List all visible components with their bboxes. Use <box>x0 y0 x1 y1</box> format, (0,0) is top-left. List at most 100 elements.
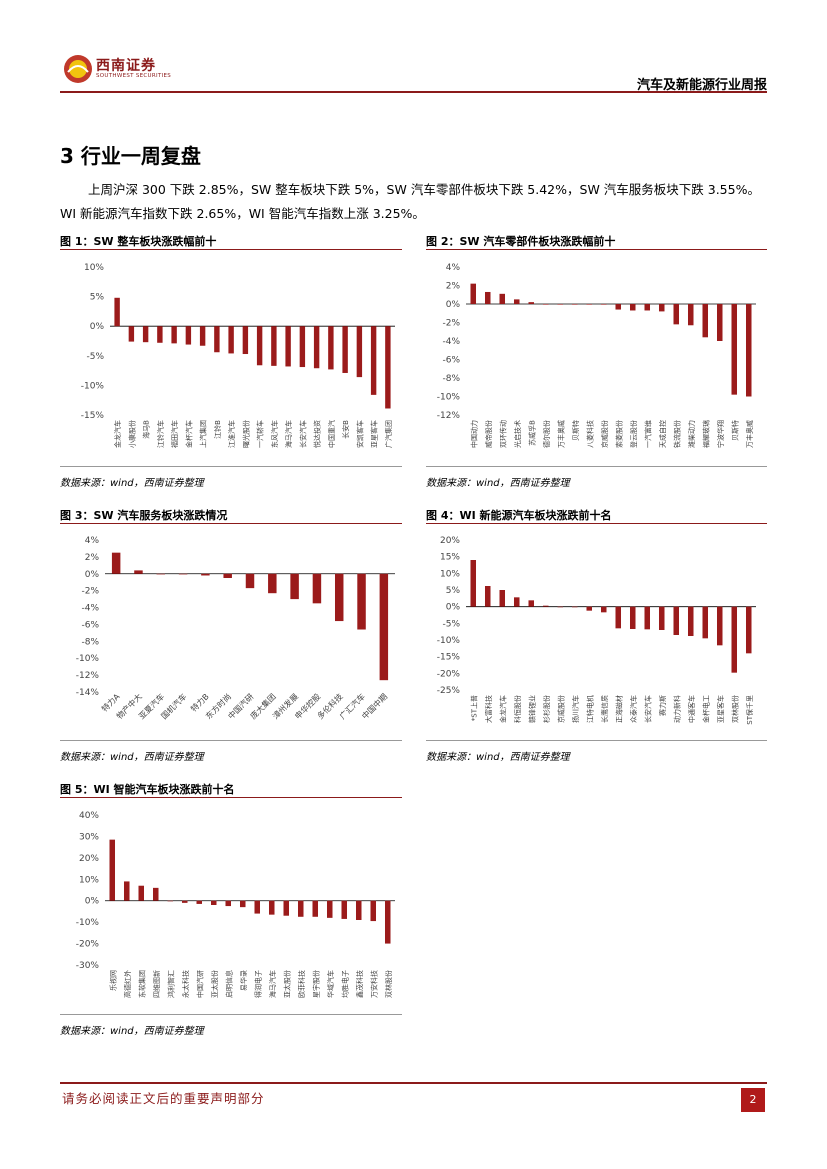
bar <box>157 326 163 343</box>
bar <box>341 900 348 919</box>
bar <box>385 326 391 409</box>
category-label: 长安汽车 <box>643 695 652 723</box>
category-label: 双环传动 <box>498 420 507 448</box>
company-logo <box>64 55 92 83</box>
figure-2-bottom-rule <box>426 466 767 467</box>
bar <box>484 586 491 607</box>
figure-5-source: 数据来源：wind，西南证券整理 <box>60 1026 204 1037</box>
category-label: 亚星客车 <box>716 695 725 723</box>
category-label: 星宇股份 <box>311 970 320 998</box>
category-label: 曙光股份 <box>241 420 250 448</box>
category-label: 鸿利智汇 <box>166 970 175 998</box>
category-label: 东软集团 <box>137 970 146 998</box>
bar <box>256 326 263 366</box>
category-label: 万丰奥威 <box>556 420 565 448</box>
chart-4-svg: 20% 15% 10% 5% 0% -5% -10% -15% -20% -25% *ST上普 大富科… <box>437 536 756 725</box>
figure-5-title: 图 5：WI 智能汽车板块涨跌前十名 <box>60 783 235 796</box>
figure-2-rule <box>426 249 767 250</box>
bar <box>658 304 665 312</box>
category-label: 中国汽研 <box>195 970 204 998</box>
bar <box>299 326 306 368</box>
bar <box>673 606 680 635</box>
y-tick-label: -10% <box>437 636 461 646</box>
bar <box>268 573 277 594</box>
y-tick-label: -5% <box>442 619 460 629</box>
category-label: 宁波华翔 <box>716 420 725 448</box>
category-label: 广汽集团 <box>384 420 393 448</box>
y-tick-label: 5% <box>90 293 105 303</box>
category-label: 江特电机 <box>585 695 594 723</box>
bar <box>239 900 246 908</box>
bar <box>731 304 738 395</box>
bar <box>731 606 738 673</box>
figure-2-source: 数据来源：wind，西南证券整理 <box>426 478 570 489</box>
bar <box>528 302 535 304</box>
category-label: 江淮汽车 <box>227 420 236 448</box>
figure-5-bottom-rule <box>60 1014 402 1015</box>
category-label: 一汽富维 <box>643 420 652 448</box>
y-tick-label: 40% <box>79 811 99 821</box>
bar <box>114 297 120 327</box>
bar <box>201 573 210 576</box>
category-label: 上汽集团 <box>199 420 208 448</box>
y-tick-label: -15% <box>81 411 105 421</box>
bar <box>615 304 622 310</box>
bar <box>600 304 607 305</box>
category-label: 金龙汽车 <box>113 420 122 448</box>
figure-1-source: 数据来源：wind，西南证券整理 <box>60 478 204 489</box>
figure-4-rule <box>426 523 767 524</box>
y-tick-label: -12% <box>437 411 461 421</box>
y-tick-label: -20% <box>437 669 461 679</box>
bar <box>326 900 333 918</box>
figure-5-rule <box>60 797 402 798</box>
bar <box>687 606 694 636</box>
bar <box>702 606 709 639</box>
category-label: 贝斯特 <box>730 420 739 441</box>
bar <box>673 304 680 325</box>
bar <box>283 900 290 916</box>
bar <box>245 573 255 589</box>
category-label: 正海磁材 <box>614 695 623 723</box>
y-tick-label: 5% <box>446 586 461 596</box>
bar <box>210 900 217 905</box>
category-label: 江铃B <box>213 420 222 439</box>
category-label: 京威股份 <box>556 695 565 723</box>
bar <box>586 304 593 305</box>
category-label: 亚太股份 <box>282 970 291 998</box>
bar <box>328 326 334 370</box>
bar <box>156 573 166 575</box>
y-tick-label: -10% <box>437 393 461 403</box>
category-label: 中通客车 <box>687 695 696 723</box>
bar <box>644 304 651 311</box>
y-tick-label: 0% <box>90 322 105 332</box>
bar <box>644 606 651 630</box>
category-label: 扬川汽车 <box>571 695 580 723</box>
y-tick-label: 10% <box>440 569 460 579</box>
category-label: *ST上普 <box>469 695 478 721</box>
category-label: 京威股份 <box>600 420 609 448</box>
bar <box>542 304 549 305</box>
figure-1-bottom-rule <box>60 466 402 467</box>
y-tick-label: -30% <box>76 961 100 971</box>
y-tick-label: -2% <box>81 587 99 597</box>
bar <box>181 900 188 903</box>
category-label: 万安科技 <box>369 970 378 998</box>
category-label: 赣锋锂业 <box>527 695 536 723</box>
bar <box>716 606 723 646</box>
bar <box>356 326 363 378</box>
category-label: 华域汽车 <box>326 970 335 998</box>
figure-1-rule <box>60 249 402 250</box>
y-tick-label: 0% <box>446 603 461 613</box>
bar <box>484 291 491 304</box>
y-tick-label: -4% <box>81 604 99 614</box>
bar <box>134 570 143 574</box>
figure-3-title: 图 3：SW 汽车服务板块涨跌情况 <box>60 509 228 522</box>
y-tick-label: 20% <box>79 854 99 864</box>
bar <box>586 606 593 611</box>
category-label: 中国动力 <box>469 420 478 448</box>
bar <box>254 900 261 914</box>
category-label: 八菱科技 <box>585 420 594 448</box>
figure-2-title: 图 2：SW 汽车零部件板块涨跌幅前十 <box>426 235 616 248</box>
y-tick-label: -4% <box>442 337 460 347</box>
y-tick-label: -12% <box>76 671 100 681</box>
